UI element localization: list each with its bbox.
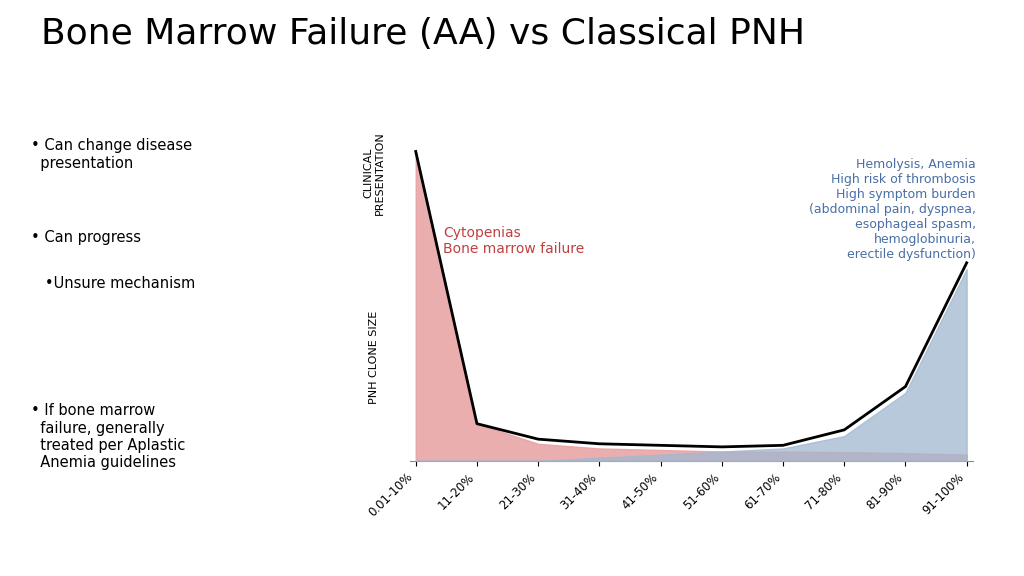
Text: •Unsure mechanism: •Unsure mechanism bbox=[31, 276, 195, 291]
Text: Hemolysis, Anemia
High risk of thrombosis
High symptom burden
(abdominal pain, d: Hemolysis, Anemia High risk of thrombosi… bbox=[809, 158, 976, 261]
Text: • Can change disease
  presentation: • Can change disease presentation bbox=[31, 138, 191, 170]
Text: Cytopenias
Bone marrow failure: Cytopenias Bone marrow failure bbox=[443, 226, 585, 256]
Text: Bone Marrow Failure (AA) vs Classical PNH: Bone Marrow Failure (AA) vs Classical PN… bbox=[41, 17, 805, 51]
Text: • If bone marrow
  failure, generally
  treated per Aplastic
  Anemia guidelines: • If bone marrow failure, generally trea… bbox=[31, 403, 185, 471]
Legend: BMF with associated PNH clone, Classical PNH: BMF with associated PNH clone, Classical… bbox=[511, 572, 871, 576]
Text: CLINICAL
PRESENTATION: CLINICAL PRESENTATION bbox=[362, 131, 385, 215]
Text: • Can progress: • Can progress bbox=[31, 230, 140, 245]
Text: PNH CLONE SIZE: PNH CLONE SIZE bbox=[369, 310, 379, 404]
